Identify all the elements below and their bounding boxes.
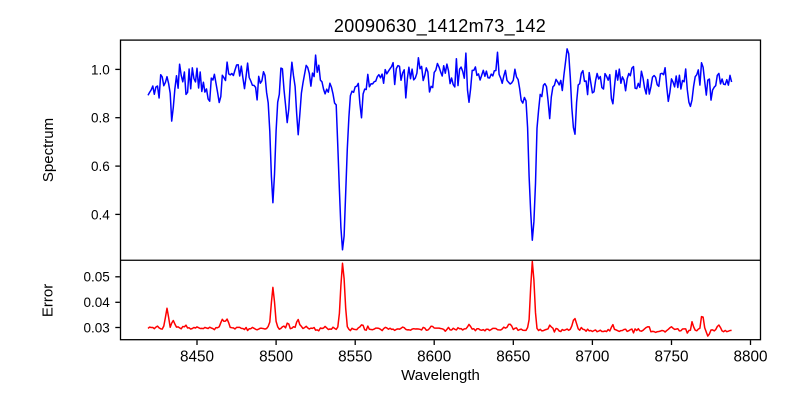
svg-text:8750: 8750	[654, 348, 688, 365]
svg-text:0.05: 0.05	[84, 270, 110, 285]
svg-text:Error: Error	[40, 284, 57, 317]
svg-text:0.03: 0.03	[84, 320, 110, 335]
svg-text:0.04: 0.04	[84, 295, 111, 310]
svg-text:Wavelength: Wavelength	[401, 367, 480, 384]
svg-text:8550: 8550	[338, 348, 372, 365]
svg-text:8600: 8600	[417, 348, 451, 365]
svg-text:0.6: 0.6	[91, 159, 110, 174]
svg-text:1.0: 1.0	[91, 62, 110, 77]
svg-text:8650: 8650	[496, 348, 530, 365]
svg-text:0.4: 0.4	[91, 207, 110, 222]
svg-text:8500: 8500	[259, 348, 293, 365]
svg-text:8700: 8700	[575, 348, 609, 365]
svg-text:0.8: 0.8	[91, 111, 110, 126]
svg-text:Spectrum: Spectrum	[40, 118, 57, 182]
svg-text:8800: 8800	[733, 348, 767, 365]
svg-text:20090630_1412m73_142: 20090630_1412m73_142	[334, 16, 546, 37]
svg-text:8450: 8450	[180, 348, 214, 365]
